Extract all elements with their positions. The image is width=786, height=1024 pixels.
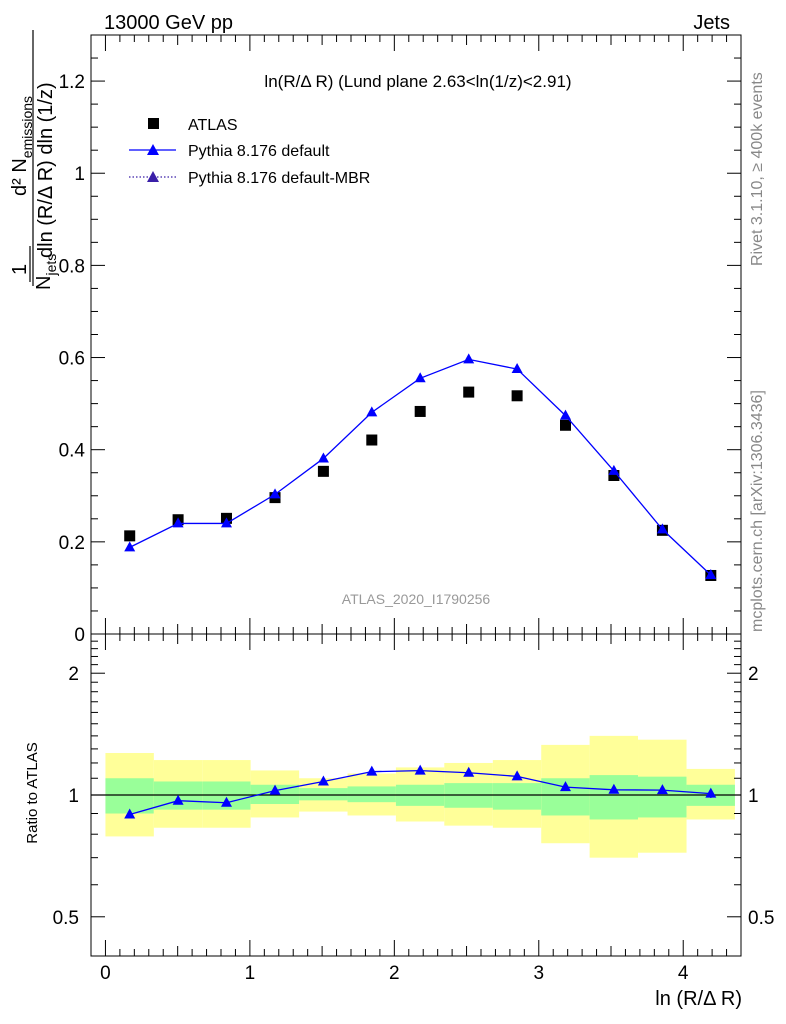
ratio-y-tick-label: 0.5 [53,908,79,929]
legend-pythia-marker [147,144,159,155]
ylabel-denominator: dln (R/Δ R) dln (1/z) [35,82,57,258]
ylabel-frac-den-sub: jets [43,254,59,277]
ratio-y-tick-label-right: 0.5 [748,908,774,929]
x-tick-label: 4 [678,963,689,984]
header-energy: 13000 GeV pp [104,12,233,34]
ratio-uncertainty-bands [105,735,735,858]
ratio-pythia-point [511,770,523,781]
ratio-y-tick-label: 2 [68,664,79,685]
atlas-point [366,434,378,446]
atlas-point [414,405,426,417]
pythia-point [317,452,329,463]
pythia-point [124,541,136,552]
atlas-point [463,386,475,398]
ylabel-d2: d² Nemissions [9,96,35,196]
ratio-pythia-point [705,787,717,798]
ratio-y-tick-label: 1 [68,786,79,807]
pythia-point [560,409,571,420]
header-jets: Jets [693,12,730,34]
x-axis-label: ln (R/Δ R) [655,988,742,1010]
pythia-point [220,517,232,528]
ratio-series [124,764,717,819]
legend-mbr-marker [147,171,159,182]
y-tick-label: 0.8 [59,256,85,277]
legend-mbr-label: Pythia 8.176 default-MBR [188,170,370,187]
ratio-pythia-point [463,766,475,777]
pythia-point [366,406,378,417]
inner-band-bin [492,783,542,810]
pythia-point [656,523,668,534]
y-tick-label: 0.6 [59,349,85,370]
x-tick-label: 2 [389,963,400,984]
main-y-axis-label: 1 Njets d² Nemissions dln (R/Δ R) dln (1… [9,30,59,290]
ratio-pythia-point [560,781,571,792]
legend-pythia-label: Pythia 8.176 default [188,143,330,160]
ratio-pythia-point [317,775,329,786]
ratio-pythia-point [366,765,378,776]
y-tick-label: 0 [74,625,85,646]
main-x-ticks [104,35,728,634]
y-tick-label: 1 [74,164,85,185]
ratio-y-tick-label-right: 2 [748,664,759,685]
inner-band-bin [589,775,639,820]
atlas-point [124,530,136,542]
x-tick-label: 1 [245,963,256,984]
atlas-point [511,390,523,402]
ratio-y-ticks: 0.5 0.5 1 1 2 2 [53,640,774,957]
main-series [124,353,717,581]
atlas-point [317,465,329,477]
ylabel-frac-num: 1 [9,264,31,275]
ratio-pythia-point [220,796,232,807]
pythia-point [269,488,281,499]
pythia-point [608,464,620,475]
ratio-y-axis-label: Ratio to ATLAS [24,742,41,843]
inner-band-bin [347,786,396,803]
ratio-pythia-point [269,784,281,795]
pythia-point [511,363,523,374]
y-tick-label: 1.2 [59,72,85,93]
legend-atlas-marker [148,118,159,129]
ratio-pythia-point [124,808,136,819]
ylabel-d2-sub: emissions [19,96,35,158]
pythia-point [705,569,717,580]
atlas-point [560,419,571,431]
main-title: ln(R/Δ R) (Lund plane 2.63<ln(1/z)<2.91) [264,72,571,91]
y-tick-label: 0.2 [59,533,85,554]
x-tick-label: 0 [100,963,111,984]
ratio-pythia-point [608,783,620,794]
ratio-y-tick-label-right: 1 [748,786,759,807]
atlas-point [608,469,620,481]
pythia-point [463,353,475,364]
ratio-x-ticks: 0 1 2 3 4 [100,634,728,984]
x-tick-label: 3 [533,963,544,984]
rivet-label: Rivet 3.1.10, ≥ 400k events [749,72,766,266]
pythia-point [414,372,426,383]
ylabel-frac-den: Njets [33,254,59,290]
main-y-ticks: 0 0.2 0.4 0.6 0.8 1 1.2 [59,34,741,646]
ratio-pythia-point [172,794,184,805]
legend-atlas-label: ATLAS [188,117,238,134]
inner-band-bin [638,776,687,818]
inner-band-bin [105,778,154,814]
pythia-point [172,517,184,528]
legend: ATLAS Pythia 8.176 default Pythia 8.176 … [129,117,370,187]
y-tick-label: 0.4 [59,441,86,462]
analysis-id: ATLAS_2020_I1790256 [342,591,491,607]
ratio-pythia-point [414,764,426,775]
pythia-line [129,358,712,576]
ratio-pythia-point [656,784,668,795]
mcplots-label: mcplots.cern.ch [arXiv:1306.3436] [749,390,766,632]
inner-band-bin [299,788,348,801]
